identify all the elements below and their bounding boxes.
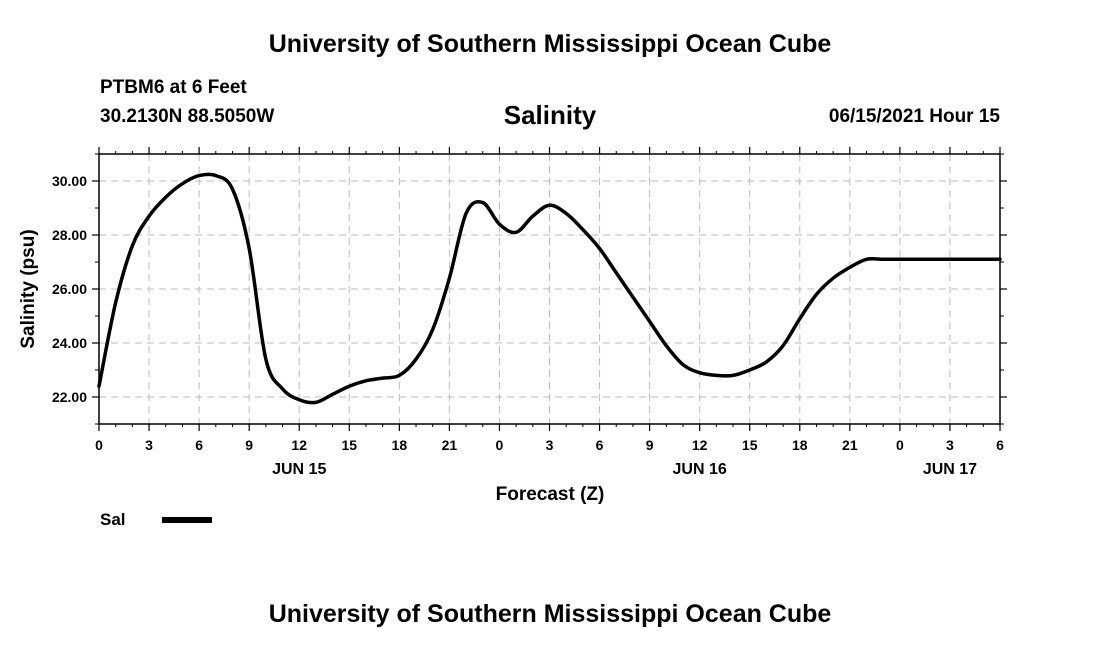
chart-title: Salinity xyxy=(503,100,597,130)
salinity-line xyxy=(97,172,1002,405)
x-tick-label: 3 xyxy=(946,437,954,453)
day-label: JUN 15 xyxy=(272,461,326,478)
x-tick-label: 21 xyxy=(442,437,458,453)
x-tick-label: 12 xyxy=(692,437,708,453)
x-tick-label: 6 xyxy=(596,437,604,453)
x-tick-label: 15 xyxy=(742,437,758,453)
x-tick-label: 18 xyxy=(392,437,408,453)
y-tick-label: 30.00 xyxy=(52,173,87,189)
x-tick-label: 9 xyxy=(245,437,253,453)
salinity-chart: 0 3 6 9 12 15 18 21 0 3 6 9 12 15 18 21 0 3 6 22.00 24.00 26.… xyxy=(18,147,1007,505)
coordinates-label: 30.2130N 88.5050W xyxy=(100,106,275,127)
plot-frame xyxy=(98,153,1001,425)
page-title: University of Southern Mississippi Ocean… xyxy=(268,30,832,58)
forecast-datetime: 06/15/2021 Hour 15 xyxy=(828,106,1000,127)
footer-title: University of Southern Mississippi Ocean… xyxy=(268,600,832,628)
x-tick-label: 0 xyxy=(896,437,904,453)
x-tick-label: 6 xyxy=(996,437,1004,453)
legend-label: Sal xyxy=(100,510,126,529)
day-label: JUN 16 xyxy=(673,461,727,478)
y-tick-label: 22.00 xyxy=(52,389,87,405)
legend-swatch xyxy=(162,517,212,523)
x-tick-label: 0 xyxy=(95,437,103,453)
station-label: PTBM6 at 6 Feet xyxy=(100,77,247,98)
x-tick-label: 21 xyxy=(842,437,858,453)
y-tick-label: 26.00 xyxy=(52,281,87,297)
y-tick-label: 24.00 xyxy=(52,335,87,351)
x-tick-label: 3 xyxy=(145,437,153,453)
x-tick-label: 12 xyxy=(291,437,307,453)
x-tick-label: 6 xyxy=(195,437,203,453)
grid-lines xyxy=(99,154,1000,424)
axis-ticks xyxy=(92,147,1007,431)
x-tick-label: 3 xyxy=(546,437,554,453)
y-axis-label: Salinity (psu) xyxy=(18,229,39,348)
day-label: JUN 17 xyxy=(923,461,977,478)
y-tick-label: 28.00 xyxy=(52,227,87,243)
x-tick-label: 15 xyxy=(341,437,357,453)
x-axis-label: Forecast (Z) xyxy=(496,484,605,505)
x-tick-label: 9 xyxy=(646,437,654,453)
axis-labels: 0 3 6 9 12 15 18 21 0 3 6 9 12 15 18 21 0 3 6 22.00 24.00 26.… xyxy=(52,173,1004,478)
x-tick-label: 0 xyxy=(496,437,504,453)
x-tick-label: 18 xyxy=(792,437,808,453)
